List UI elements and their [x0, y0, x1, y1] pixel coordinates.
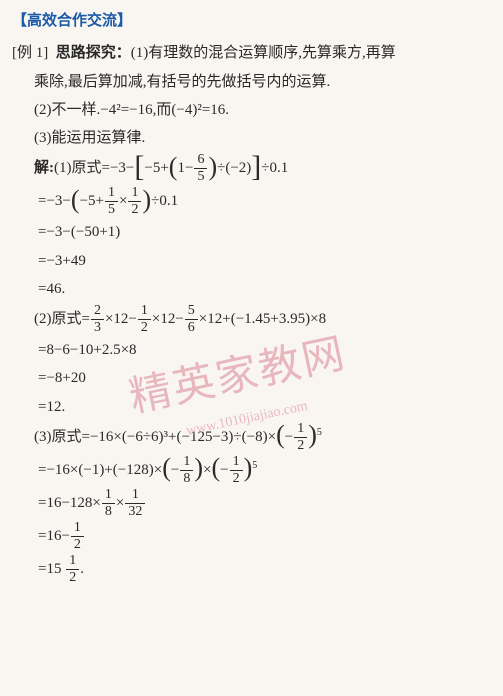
p3-l3a: =16−128×	[38, 495, 101, 511]
p1-l2b: −5+	[80, 193, 104, 209]
frac-1-2d: 12	[230, 455, 243, 486]
p2-l1c: ×12−	[152, 311, 184, 327]
frac-1-2c: 12	[294, 422, 307, 453]
frac-1-2: 12	[128, 186, 141, 217]
p3-l1b: −	[285, 429, 293, 445]
exp5b: 5	[252, 460, 257, 471]
example-line: [例 1] 思路探究：(1)有理数的混合运算顺序,先算乘方,再算	[12, 40, 491, 66]
p2-l1d: ×12+(−1.45+3.95)×8	[199, 311, 326, 327]
p3-line1: (3)原式=−16×(−6÷6)³+(−125−3)÷(−8)×(−12)5	[12, 422, 491, 453]
p1-line3: =−3−(−50+1)	[12, 219, 491, 245]
frac-1-2b: 12	[138, 304, 151, 335]
p3-l2a: =−16×(−1)+(−128)×	[38, 462, 162, 478]
frac-6-5: 65	[194, 153, 207, 184]
p3-l5b: .	[80, 561, 84, 577]
p3-line3: =16−128×18×132	[12, 488, 491, 519]
silu-1a: (1)有理数的混合运算顺序,先算乘方,再算	[131, 45, 396, 61]
p1-l1e: ÷0.1	[261, 160, 288, 176]
frac-1-2e: 12	[71, 521, 84, 552]
p1-line1: 解:(1)原式=−3−[−5+(1−65)÷(−2)]÷0.1	[12, 153, 491, 184]
frac-2-3: 23	[91, 304, 104, 335]
p1-l2d: ÷0.1	[151, 193, 178, 209]
p1-l1a: (1)原式=−3−	[54, 160, 134, 176]
p3-l1a: (3)原式=−16×(−6÷6)³+(−125−3)÷(−8)×	[34, 429, 276, 445]
p2-line3: =−8+20	[12, 365, 491, 391]
p3-l2d: −	[220, 462, 228, 478]
silu-label: 思路探究：	[56, 45, 131, 61]
p1-l1d: ÷(−2)	[217, 160, 251, 176]
p1-line2: =−3−(−5+15×12)÷0.1	[12, 186, 491, 217]
section-header: 【高效合作交流】	[12, 8, 491, 34]
p3-line2: =−16×(−1)+(−128)×(−18)×(−12)5	[12, 455, 491, 486]
p1-line5: =46.	[12, 276, 491, 302]
p1-l1c: 1−	[177, 160, 193, 176]
p1-line4: =−3+49	[12, 248, 491, 274]
frac-1-5: 15	[105, 186, 118, 217]
p3-l4a: =16−	[38, 528, 70, 544]
p2-l1b: ×12−	[105, 311, 137, 327]
p3-l5a: =15	[38, 561, 61, 577]
example-label: [例 1]	[12, 45, 48, 61]
p1-l2a: =−3−	[38, 193, 71, 209]
p3-line4: =16−12	[12, 521, 491, 552]
frac-1-2f: 12	[66, 554, 79, 585]
jie-label: 解:	[34, 160, 54, 176]
p2-l1a: (2)原式=	[34, 311, 90, 327]
p3-l3b: ×	[116, 495, 124, 511]
p2-line2: =8−6−10+2.5×8	[12, 337, 491, 363]
p1-l1b: −5+	[144, 160, 168, 176]
exp5a: 5	[317, 427, 322, 438]
frac-5-6: 56	[185, 304, 198, 335]
frac-1-8: 18	[180, 455, 193, 486]
p2-line1: (2)原式=23×12−12×12−56×12+(−1.45+3.95)×8	[12, 304, 491, 335]
p3-l2c: ×	[203, 462, 211, 478]
p3-l2b: −	[171, 462, 179, 478]
p3-line5: =15 12.	[12, 554, 491, 585]
frac-1-32: 132	[125, 488, 145, 519]
silu-2: (2)不一样.−4²=−16,而(−4)²=16.	[12, 97, 491, 123]
silu-1b: 乘除,最后算加减,有括号的先做括号内的运算.	[12, 69, 491, 95]
p1-l2c: ×	[119, 193, 127, 209]
frac-1-8b: 18	[102, 488, 115, 519]
silu-3: (3)能运用运算律.	[12, 125, 491, 151]
p2-line4: =12.	[12, 394, 491, 420]
